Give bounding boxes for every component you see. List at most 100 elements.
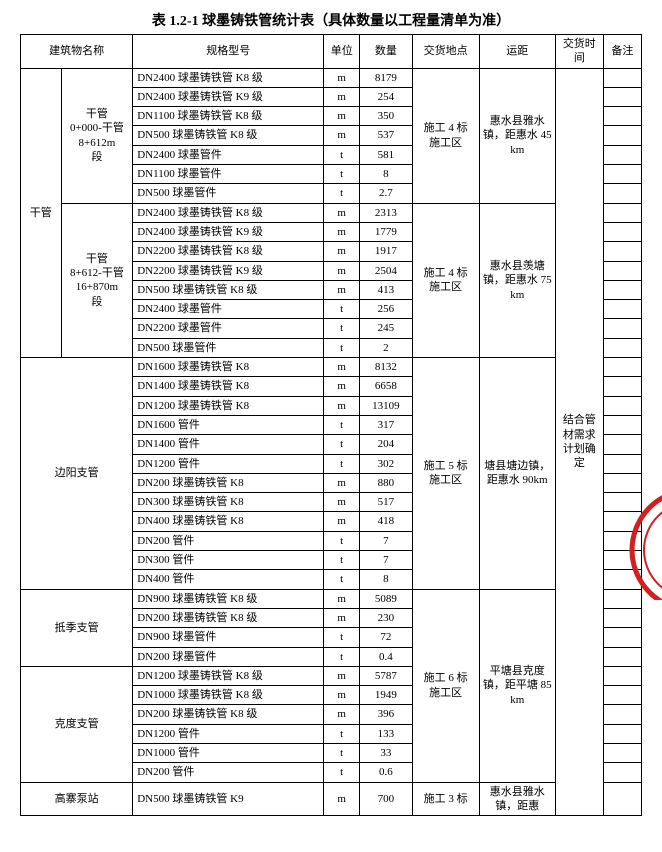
cell: 2.7 — [360, 184, 413, 203]
cell: 413 — [360, 280, 413, 299]
cell: 0.6 — [360, 763, 413, 782]
cell: DN300 管件 — [133, 551, 324, 570]
col-spec: 规格型号 — [133, 35, 324, 69]
cell — [603, 242, 641, 261]
cell: DN2200 球墨铸铁管 K8 级 — [133, 242, 324, 261]
cell: DN1000 球墨铸铁管 K8 级 — [133, 686, 324, 705]
cell — [603, 358, 641, 377]
cell: t — [324, 338, 360, 357]
cell — [603, 300, 641, 319]
cell — [603, 570, 641, 589]
table-row: 干管8+612-干管16+870m段DN2400 球墨铸铁管 K8 级m2313… — [21, 203, 642, 222]
cell: t — [324, 551, 360, 570]
cell: 施工 3 标 — [412, 782, 479, 816]
cell: DN200 球墨管件 — [133, 647, 324, 666]
col-qty: 数量 — [360, 35, 413, 69]
cell — [603, 68, 641, 87]
cell: 施工 4 标施工区 — [412, 68, 479, 203]
cell — [603, 763, 641, 782]
cell: 8 — [360, 165, 413, 184]
cell: 7 — [360, 531, 413, 550]
cell: m — [324, 589, 360, 608]
col-name: 建筑物名称 — [21, 35, 133, 69]
cell: t — [324, 454, 360, 473]
cell: 施工 5 标施工区 — [412, 358, 479, 590]
table-row: 边阳支管DN1600 球墨铸铁管 K8m8132施工 5 标施工区塘县塘边镇，距… — [21, 358, 642, 377]
cell: DN2400 球墨铸铁管 K8 级 — [133, 68, 324, 87]
cell: 418 — [360, 512, 413, 531]
cell: 254 — [360, 87, 413, 106]
cell: DN400 管件 — [133, 570, 324, 589]
cell: t — [324, 145, 360, 164]
cell — [603, 473, 641, 492]
cell: DN200 球墨铸铁管 K8 级 — [133, 705, 324, 724]
cell — [603, 184, 641, 203]
cell: m — [324, 126, 360, 145]
cell: 8 — [360, 570, 413, 589]
cell: 结合管材需求计划确定 — [555, 68, 603, 816]
cell: DN1200 球墨铸铁管 K8 — [133, 396, 324, 415]
cell: t — [324, 300, 360, 319]
cell: 平塘县克度镇，距平塘 85km — [479, 589, 555, 782]
table-row: 高寨泵站DN500 球墨铸铁管 K9m700施工 3 标惠水县雅水镇，距惠 — [21, 782, 642, 816]
cell — [603, 165, 641, 184]
col-note: 备注 — [603, 35, 641, 69]
cell: m — [324, 493, 360, 512]
cell — [603, 493, 641, 512]
cell — [603, 551, 641, 570]
cell: 塘县塘边镇，距惠水 90km — [479, 358, 555, 590]
cell: 1949 — [360, 686, 413, 705]
cell: DN2400 球墨管件 — [133, 145, 324, 164]
cell — [603, 743, 641, 762]
cell: 230 — [360, 608, 413, 627]
cell: DN400 球墨铸铁管 K8 — [133, 512, 324, 531]
cell: 256 — [360, 300, 413, 319]
cell: t — [324, 724, 360, 743]
cell: 7 — [360, 551, 413, 570]
cell: m — [324, 242, 360, 261]
cell — [603, 415, 641, 434]
cell: 抵季支管 — [21, 589, 133, 666]
col-loc: 交货地点 — [412, 35, 479, 69]
cell: m — [324, 473, 360, 492]
cell: DN2400 球墨铸铁管 K9 级 — [133, 222, 324, 241]
table-row: 干管干管0+000-干管8+612m段DN2400 球墨铸铁管 K8 级m817… — [21, 68, 642, 87]
cell: 245 — [360, 319, 413, 338]
table-title: 表 1.2-1 球墨铸铁管统计表（具体数量以工程量清单为准） — [20, 10, 642, 30]
cell — [603, 377, 641, 396]
cell: DN500 球墨管件 — [133, 338, 324, 357]
cell: 2504 — [360, 261, 413, 280]
cell: 33 — [360, 743, 413, 762]
cell: DN1400 管件 — [133, 435, 324, 454]
cell: m — [324, 377, 360, 396]
cell: DN1400 球墨铸铁管 K8 — [133, 377, 324, 396]
cell: DN900 球墨管件 — [133, 628, 324, 647]
cell: 72 — [360, 628, 413, 647]
cell — [603, 666, 641, 685]
cell: DN2200 球墨管件 — [133, 319, 324, 338]
cell: 517 — [360, 493, 413, 512]
cell: t — [324, 531, 360, 550]
cell: 干管 — [21, 68, 62, 357]
cell — [603, 319, 641, 338]
cell — [603, 145, 641, 164]
cell: t — [324, 628, 360, 647]
cell — [603, 782, 641, 816]
cell: 133 — [360, 724, 413, 743]
cell: 干管8+612-干管16+870m段 — [61, 203, 133, 357]
cell: t — [324, 763, 360, 782]
cell: m — [324, 782, 360, 816]
cell: 惠水县雅水镇，距惠水 45km — [479, 68, 555, 203]
cell: m — [324, 686, 360, 705]
cell — [603, 628, 641, 647]
cell: 惠水县雅水镇，距惠 — [479, 782, 555, 816]
cell: 惠水县羡塘镇，距惠水 75km — [479, 203, 555, 357]
cell: 302 — [360, 454, 413, 473]
cell — [603, 435, 641, 454]
cell: t — [324, 570, 360, 589]
cell — [603, 338, 641, 357]
cell: 581 — [360, 145, 413, 164]
col-unit: 单位 — [324, 35, 360, 69]
cell: 边阳支管 — [21, 358, 133, 590]
cell: DN1100 球墨管件 — [133, 165, 324, 184]
